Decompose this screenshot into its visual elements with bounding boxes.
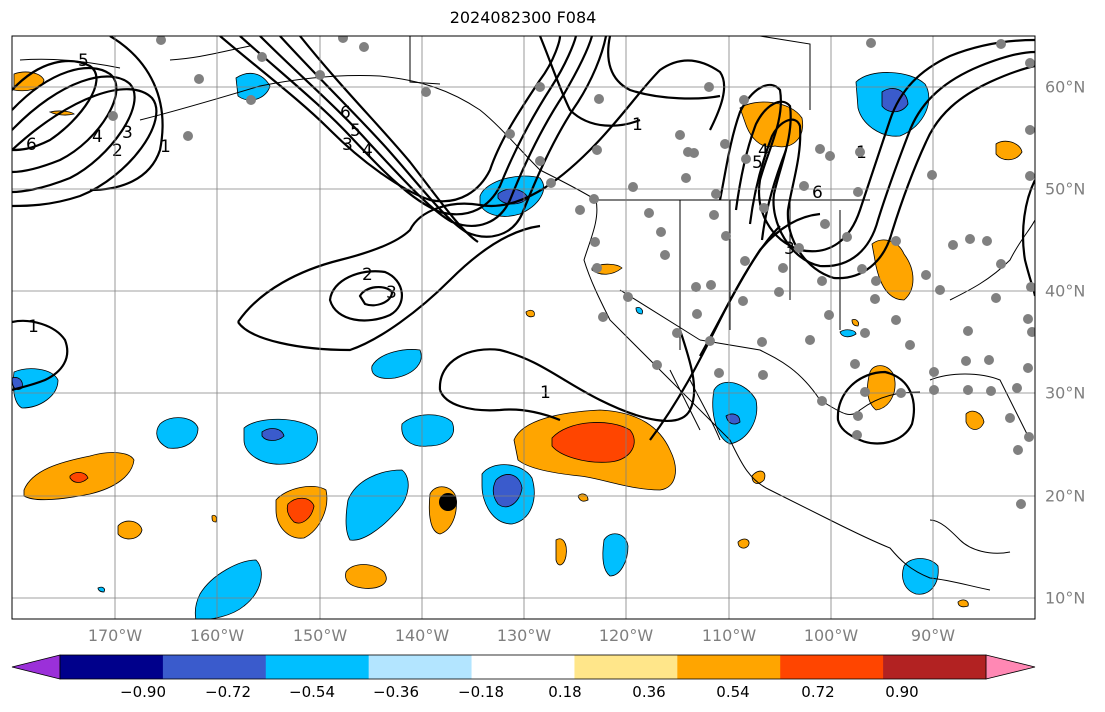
lat-label: 20°N — [1045, 486, 1086, 506]
lon-label: 150°W — [292, 626, 348, 645]
contour-label: 4 — [758, 141, 769, 161]
storm-center-marker — [439, 493, 457, 511]
colorbar-segment — [368, 655, 473, 679]
lon-label: 120°W — [598, 626, 654, 645]
colorbar-segment — [574, 655, 678, 679]
lat-label: 50°N — [1045, 179, 1086, 199]
contour-label: 2 — [112, 141, 123, 161]
contour-label: 3 — [122, 123, 133, 143]
colorbar-tick-label: 0.72 — [801, 683, 835, 701]
colorbar-segment — [471, 655, 575, 679]
contour-label: 3 — [386, 283, 397, 303]
colorbar-tick-label: −0.90 — [120, 683, 166, 701]
contour-label: 3 — [342, 135, 353, 155]
contour-label: 6 — [812, 183, 823, 203]
colorbar-tick-label: 0.18 — [548, 683, 582, 701]
contour-label: 1 — [632, 115, 643, 135]
lon-label: 170°W — [87, 626, 143, 645]
lon-label: 130°W — [496, 626, 552, 645]
colorbar-segment — [883, 655, 987, 679]
contour-label: 5 — [350, 121, 361, 141]
graticule — [12, 36, 1035, 619]
colorbar-segment — [677, 655, 781, 679]
contour-label: 4 — [362, 141, 373, 161]
colorbar-tick-label: −0.54 — [289, 683, 335, 701]
lat-label: 60°N — [1045, 77, 1086, 97]
colorbar-segment — [162, 655, 267, 679]
map-title: 2024082300 F084 — [449, 8, 597, 27]
lon-label: 100°W — [803, 626, 859, 645]
contour-label: 6 — [340, 103, 351, 123]
colorbar — [11, 654, 1036, 680]
lon-label: 90°W — [910, 626, 956, 645]
lat-label: 40°N — [1045, 281, 1086, 301]
lon-label: 140°W — [394, 626, 450, 645]
colorbar-segment — [780, 655, 884, 679]
contour-label: 5 — [752, 153, 763, 173]
colorbar-tick-label: −0.18 — [458, 683, 504, 701]
colorbar-segment — [60, 655, 164, 679]
contour-label: 1 — [160, 137, 171, 157]
contour-label: 6 — [26, 135, 37, 155]
contour-label: 1 — [28, 317, 39, 337]
lat-label: 10°N — [1045, 588, 1086, 608]
contour-label: 2 — [362, 265, 373, 285]
colorbar-tick-label: 0.54 — [716, 683, 750, 701]
lon-label: 110°W — [701, 626, 757, 645]
station-markers — [108, 36, 1035, 509]
contour-label: 5 — [78, 51, 89, 71]
lat-label: 30°N — [1045, 383, 1086, 403]
colorbar-tick-label: 0.90 — [885, 683, 919, 701]
colorbar-tick-label: 0.36 — [632, 683, 666, 701]
colorbar-segment — [265, 655, 370, 679]
contour-lines — [12, 36, 1035, 445]
lon-label: 160°W — [189, 626, 245, 645]
contour-label: 3 — [784, 239, 795, 259]
colorbar-tick-label: −0.36 — [373, 683, 419, 701]
colorbar-tick-label: −0.72 — [205, 683, 251, 701]
contour-label: 4 — [92, 127, 103, 147]
